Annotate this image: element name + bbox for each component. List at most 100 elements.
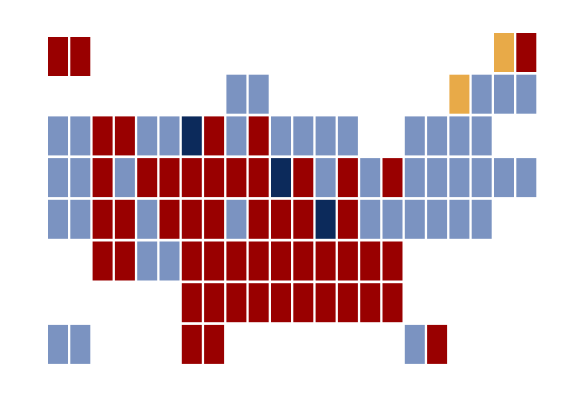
tile xyxy=(337,241,358,281)
tile xyxy=(70,199,91,239)
tile xyxy=(114,199,135,239)
tile xyxy=(159,199,180,239)
tile xyxy=(248,283,269,323)
tile xyxy=(48,158,68,198)
tile xyxy=(271,158,291,198)
tile xyxy=(137,116,158,156)
tile xyxy=(248,74,269,114)
tile xyxy=(204,241,225,281)
tile xyxy=(494,74,514,114)
tile xyxy=(226,74,247,114)
tile xyxy=(181,324,202,364)
tile xyxy=(427,158,448,198)
tile xyxy=(337,158,358,198)
tile xyxy=(248,116,269,156)
tile xyxy=(92,199,113,239)
tile xyxy=(516,33,537,72)
tile xyxy=(471,74,492,114)
tile xyxy=(137,241,158,281)
tile xyxy=(404,116,425,156)
tile xyxy=(70,158,91,198)
tile xyxy=(181,116,202,156)
tile xyxy=(315,199,336,239)
tile xyxy=(92,116,113,156)
tile xyxy=(159,158,180,198)
tile xyxy=(226,199,247,239)
tile xyxy=(271,283,291,323)
tile xyxy=(226,158,247,198)
tile xyxy=(315,158,336,198)
tile xyxy=(516,158,537,198)
tile xyxy=(337,116,358,156)
tile xyxy=(471,116,492,156)
tile xyxy=(204,158,225,198)
tile xyxy=(70,116,91,156)
tile xyxy=(382,283,403,323)
tile xyxy=(248,199,269,239)
tile xyxy=(159,241,180,281)
tile xyxy=(271,116,291,156)
tile xyxy=(48,199,68,239)
tile xyxy=(471,158,492,198)
tile xyxy=(404,199,425,239)
tile xyxy=(181,199,202,239)
tile xyxy=(226,241,247,281)
tile xyxy=(48,116,68,156)
tile xyxy=(360,158,381,198)
tile xyxy=(226,283,247,323)
tile xyxy=(70,324,91,364)
tile xyxy=(382,241,403,281)
tile xyxy=(248,158,269,198)
tile xyxy=(114,158,135,198)
tile xyxy=(293,158,314,198)
tile xyxy=(516,74,537,114)
tile xyxy=(204,283,225,323)
tile xyxy=(404,158,425,198)
tile xyxy=(494,33,514,72)
tile xyxy=(114,241,135,281)
tile xyxy=(271,199,291,239)
tile xyxy=(315,283,336,323)
tile xyxy=(114,116,135,156)
tile xyxy=(315,241,336,281)
tile xyxy=(204,199,225,239)
tile xyxy=(293,283,314,323)
tile xyxy=(337,283,358,323)
tile xyxy=(204,116,225,156)
tile xyxy=(449,158,470,198)
tile xyxy=(449,199,470,239)
tile xyxy=(137,158,158,198)
tile xyxy=(271,241,291,281)
tile xyxy=(449,74,470,114)
tile xyxy=(137,199,158,239)
tile xyxy=(92,158,113,198)
tile xyxy=(427,116,448,156)
tile xyxy=(471,199,492,239)
tile xyxy=(48,324,68,364)
tile xyxy=(315,116,336,156)
tile xyxy=(204,324,225,364)
tile xyxy=(181,241,202,281)
tile xyxy=(494,158,514,198)
tile xyxy=(382,158,403,198)
tile xyxy=(248,241,269,281)
tile xyxy=(181,283,202,323)
tile xyxy=(427,324,448,364)
tile xyxy=(449,116,470,156)
tile xyxy=(226,116,247,156)
tile xyxy=(159,116,180,156)
tile xyxy=(293,199,314,239)
tile xyxy=(382,199,403,239)
tile xyxy=(293,241,314,281)
tile xyxy=(70,37,91,76)
tile xyxy=(181,158,202,198)
tile xyxy=(293,116,314,156)
tile xyxy=(427,199,448,239)
tile xyxy=(360,241,381,281)
tile xyxy=(404,324,425,364)
tile xyxy=(360,199,381,239)
tile xyxy=(92,241,113,281)
tile xyxy=(337,199,358,239)
